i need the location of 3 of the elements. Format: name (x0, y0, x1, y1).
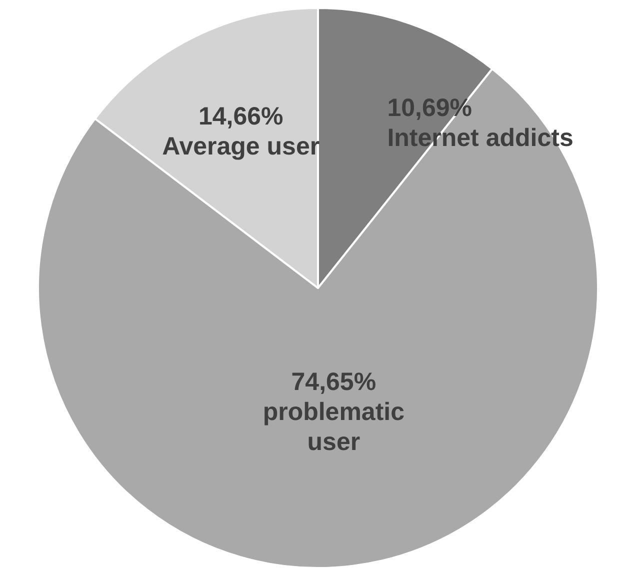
data-label: 14,66% (198, 102, 284, 130)
data-label: 74,65% (291, 368, 376, 396)
slice-label: problematic user (262, 398, 405, 456)
